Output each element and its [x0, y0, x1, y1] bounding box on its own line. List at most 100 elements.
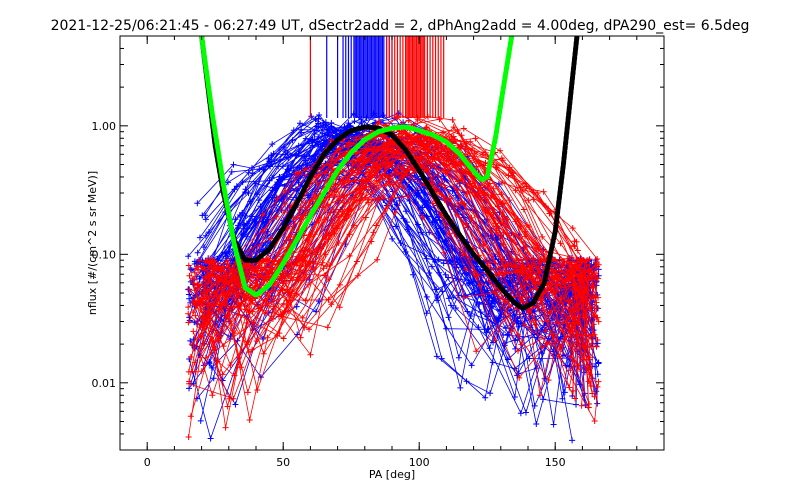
- red-trace-point: [520, 265, 527, 272]
- red-trace-point: [399, 184, 406, 191]
- red-trace-point: [295, 169, 302, 176]
- red-trace-point: [506, 197, 513, 204]
- blue-trace-point: [269, 194, 276, 201]
- blue-trace-point: [515, 323, 522, 330]
- red-trace-point: [374, 256, 381, 263]
- red-trace-point: [385, 149, 392, 156]
- red-trace-point: [302, 262, 309, 269]
- red-trace-point: [524, 222, 531, 229]
- blue-trace-point: [238, 230, 245, 237]
- red-trace-point: [578, 276, 585, 283]
- red-trace-point: [593, 343, 600, 350]
- red-trace-point: [297, 334, 304, 341]
- blue-trace-point: [533, 420, 540, 427]
- red-trace-point: [192, 265, 199, 272]
- red-trace-point: [306, 326, 313, 333]
- red-trace: [194, 147, 585, 363]
- blue-trace-point: [301, 153, 308, 160]
- red-trace-point: [280, 300, 287, 307]
- red-trace-point: [209, 257, 216, 264]
- red-trace-point: [555, 351, 562, 358]
- red-trace-point: [292, 170, 299, 177]
- red-trace-point: [220, 343, 227, 350]
- red-trace-point: [462, 266, 469, 273]
- red-trace-point: [557, 240, 564, 247]
- red-trace-point: [302, 166, 309, 173]
- red-trace-point: [191, 287, 198, 294]
- red-trace-point: [576, 366, 583, 373]
- red-trace-point: [455, 200, 462, 207]
- red-trace-point: [283, 297, 290, 304]
- blue-trace-point: [504, 356, 511, 363]
- flux-traces: [185, 110, 602, 444]
- red-trace-point: [472, 135, 479, 142]
- red-trace-point: [244, 341, 251, 348]
- red-trace-point: [224, 257, 231, 264]
- blue-trace-point: [347, 122, 354, 129]
- red-trace-point: [375, 118, 382, 125]
- red-trace-point: [284, 289, 291, 296]
- blue-trace-point: [573, 401, 580, 408]
- red-trace-point: [449, 116, 456, 123]
- blue-trace-point: [249, 170, 256, 177]
- blue-trace-point: [293, 303, 300, 310]
- red-trace-point: [502, 267, 509, 274]
- red-trace-point: [468, 214, 475, 221]
- red-trace-point: [502, 298, 509, 305]
- red-trace-point: [185, 304, 192, 311]
- red-trace-point: [344, 142, 351, 149]
- blue-trace-point: [404, 226, 411, 233]
- red-trace-point: [244, 389, 251, 396]
- red-trace-point: [581, 314, 588, 321]
- red-trace-point: [365, 199, 372, 206]
- red-trace-point: [226, 395, 233, 402]
- blue-trace-point: [245, 169, 252, 176]
- red-trace-point: [447, 195, 454, 202]
- red-trace-point: [561, 284, 568, 291]
- red-trace-point: [262, 310, 269, 317]
- red-trace-point: [364, 164, 371, 171]
- red-trace-point: [424, 144, 431, 151]
- red-trace-point: [436, 116, 443, 123]
- blue-trace-point: [194, 260, 201, 267]
- red-trace-point: [532, 321, 539, 328]
- red-trace-point: [366, 154, 373, 161]
- blue-trace-point: [526, 355, 533, 362]
- red-trace-point: [274, 195, 281, 202]
- red-trace-point: [589, 390, 596, 397]
- red-trace-point: [275, 258, 282, 265]
- blue-trace-point: [594, 400, 601, 407]
- red-trace-point: [356, 190, 363, 197]
- red-trace-point: [319, 259, 326, 266]
- blue-trace-point: [434, 297, 441, 304]
- red-trace-point: [578, 402, 585, 409]
- blue-trace-point: [210, 375, 217, 382]
- blue-trace-point: [592, 363, 599, 370]
- red-trace-point: [304, 237, 311, 244]
- blue-trace-point: [228, 168, 235, 175]
- red-trace-point: [370, 182, 377, 189]
- red-trace-point: [582, 258, 589, 265]
- red-trace-point: [302, 199, 309, 206]
- red-trace-point: [496, 269, 503, 276]
- red-trace: [194, 134, 593, 394]
- red-trace-point: [185, 262, 192, 269]
- y-axis-label: nflux [#/(cm^2 s sr MeV)]: [86, 171, 99, 315]
- blue-trace-point: [222, 253, 229, 260]
- red-trace-point: [547, 208, 554, 215]
- red-trace-point: [362, 214, 369, 221]
- red-trace-point: [402, 130, 409, 137]
- red-trace-point: [368, 196, 375, 203]
- red-trace-point: [499, 179, 506, 186]
- red-trace-point: [574, 346, 581, 353]
- red-trace-point: [587, 371, 594, 378]
- red-trace-point: [440, 249, 447, 256]
- red-trace-point: [337, 149, 344, 156]
- red-trace-point: [221, 272, 228, 279]
- red-trace-point: [536, 392, 543, 399]
- red-trace-point: [574, 256, 581, 263]
- red-trace-point: [282, 201, 289, 208]
- red-trace-point: [197, 299, 204, 306]
- chart-title: 2021-12-25/06:21:45 - 06:27:49 UT, dSect…: [51, 18, 750, 34]
- red-trace-point: [282, 273, 289, 280]
